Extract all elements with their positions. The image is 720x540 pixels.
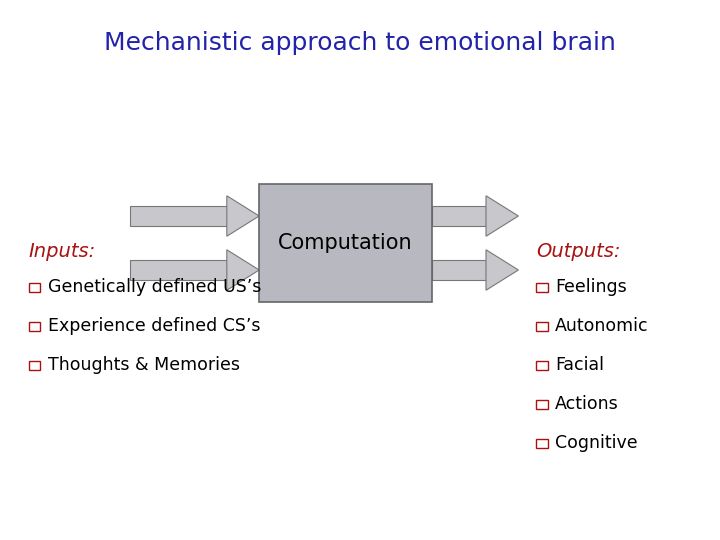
Polygon shape (486, 195, 518, 237)
Bar (536, 400, 548, 409)
Text: Experience defined CS’s: Experience defined CS’s (48, 317, 260, 335)
Text: Genetically defined US’s: Genetically defined US’s (48, 278, 261, 296)
Text: Outputs:: Outputs: (536, 241, 621, 261)
Text: Thoughts & Memories: Thoughts & Memories (48, 356, 240, 374)
Bar (536, 361, 548, 370)
Text: Computation: Computation (279, 233, 413, 253)
Bar (29, 322, 40, 331)
Bar (29, 361, 40, 370)
FancyBboxPatch shape (259, 184, 432, 302)
Bar (536, 439, 548, 448)
Bar (432, 206, 486, 226)
Bar (130, 260, 227, 280)
Polygon shape (227, 249, 259, 291)
Bar (130, 206, 227, 226)
Polygon shape (227, 195, 259, 237)
Bar (536, 284, 548, 292)
Text: Cognitive: Cognitive (555, 434, 638, 452)
Text: Mechanistic approach to emotional brain: Mechanistic approach to emotional brain (104, 31, 616, 55)
Bar (536, 322, 548, 331)
Polygon shape (486, 249, 518, 291)
Bar (432, 260, 486, 280)
Text: Autonomic: Autonomic (555, 317, 649, 335)
Text: Facial: Facial (555, 356, 604, 374)
Text: Actions: Actions (555, 395, 619, 413)
Bar (29, 284, 40, 292)
Text: Feelings: Feelings (555, 278, 627, 296)
Text: Inputs:: Inputs: (29, 241, 96, 261)
